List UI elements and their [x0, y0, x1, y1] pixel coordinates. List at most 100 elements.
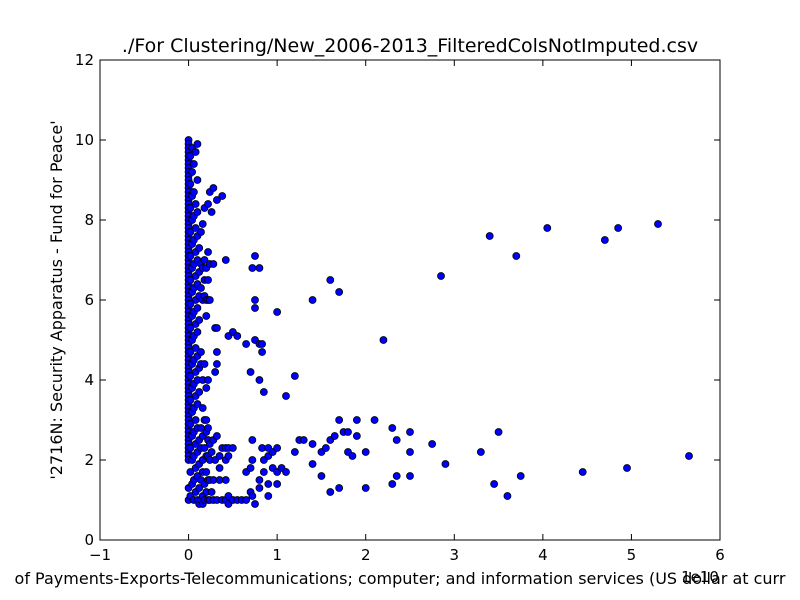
y-tick-label: 2	[84, 451, 94, 469]
data-point	[186, 204, 195, 212]
x-tick-label: 6	[715, 546, 725, 564]
x-tick-label: 5	[627, 546, 637, 564]
data-point	[195, 316, 204, 324]
data-point	[186, 396, 195, 404]
data-point	[578, 468, 587, 476]
data-point	[248, 492, 257, 500]
data-point	[198, 404, 207, 412]
data-point	[204, 376, 212, 384]
data-point	[200, 360, 209, 368]
data-point	[191, 416, 200, 424]
x-tick-label: 3	[450, 546, 460, 564]
data-point	[259, 468, 268, 476]
data-point	[476, 448, 485, 456]
data-point	[200, 256, 209, 264]
data-point	[361, 484, 370, 492]
data-point	[248, 456, 257, 464]
data-point	[273, 308, 282, 316]
data-point	[191, 224, 200, 232]
data-point	[205, 296, 214, 304]
data-point	[255, 376, 264, 384]
data-point	[193, 400, 202, 408]
data-point	[186, 324, 195, 332]
data-point	[614, 224, 623, 232]
data-point	[189, 188, 198, 196]
data-point	[344, 428, 352, 436]
data-point	[258, 340, 266, 348]
data-point	[246, 464, 255, 472]
data-point	[503, 492, 512, 500]
data-point	[202, 312, 211, 320]
data-point	[251, 500, 259, 508]
data-point	[352, 432, 361, 440]
data-point	[186, 252, 195, 260]
data-point	[388, 480, 397, 488]
data-point	[198, 220, 207, 228]
data-point	[186, 228, 195, 236]
data-point	[258, 348, 266, 356]
data-point	[273, 444, 282, 452]
data-point	[197, 348, 205, 356]
y-tick-label: 12	[75, 51, 94, 69]
data-point	[388, 424, 397, 432]
data-point	[255, 264, 264, 272]
data-point	[242, 496, 251, 504]
data-point	[259, 388, 268, 396]
x-axis-ticks: −1 0 1 2 3 4 5 6	[89, 60, 725, 564]
data-point	[188, 168, 197, 176]
data-point	[512, 252, 521, 260]
data-point	[437, 272, 445, 280]
data-point	[186, 468, 195, 476]
data-point	[623, 464, 631, 472]
data-point	[204, 424, 212, 432]
data-point	[490, 480, 499, 488]
x-tick-label: −1	[89, 546, 111, 564]
data-point	[299, 436, 308, 444]
data-point	[330, 432, 339, 440]
data-point	[195, 484, 204, 492]
data-point	[326, 488, 335, 496]
data-point	[193, 304, 202, 312]
data-point	[191, 200, 200, 208]
data-point	[218, 192, 227, 200]
data-point	[654, 220, 662, 228]
data-point	[255, 476, 264, 484]
y-tick-label: 0	[84, 531, 94, 549]
data-point	[193, 176, 202, 184]
data-point	[213, 324, 221, 332]
data-point	[370, 416, 379, 424]
chart-title: ./For Clustering/New_2006-2013_FilteredC…	[122, 35, 698, 57]
data-point	[317, 472, 326, 480]
data-point	[282, 392, 290, 400]
data-point	[207, 208, 216, 216]
data-point	[441, 460, 450, 468]
data-point	[282, 468, 290, 476]
data-point	[215, 452, 224, 460]
data-point	[221, 256, 230, 264]
data-point	[213, 196, 221, 204]
y-tick-label: 10	[75, 131, 94, 149]
x-axis-label: of Payments-Exports-Telecommunications; …	[15, 569, 786, 588]
data-point	[204, 200, 212, 208]
points-layer	[184, 136, 693, 508]
y-axis-ticks: 0 2 4 6 8 10 12	[75, 51, 720, 549]
data-point	[193, 208, 202, 216]
data-point	[251, 252, 259, 260]
data-point	[193, 328, 202, 336]
data-point	[406, 472, 414, 480]
data-point	[264, 492, 273, 500]
data-point	[209, 184, 218, 192]
data-point	[209, 260, 218, 268]
x-tick-label: 4	[538, 546, 548, 564]
y-axis-label: '2716N: Security Apparatus - Fund for Pe…	[47, 120, 66, 479]
data-point	[335, 288, 344, 296]
data-point	[195, 388, 204, 396]
data-point	[248, 436, 257, 444]
x-axis-offset-label: 1e10	[681, 568, 719, 586]
data-point	[428, 440, 437, 448]
data-point	[485, 232, 494, 240]
data-point	[348, 452, 357, 460]
data-point	[186, 152, 195, 160]
y-tick-label: 8	[84, 211, 94, 229]
